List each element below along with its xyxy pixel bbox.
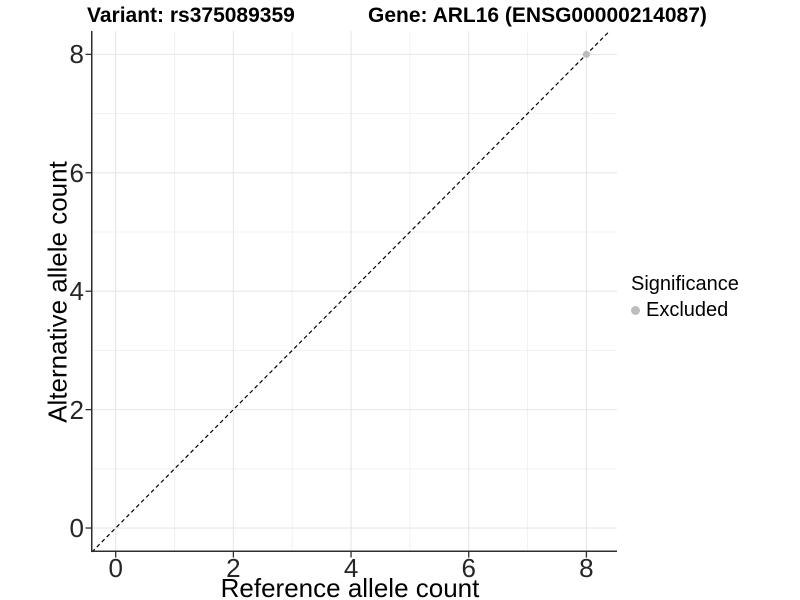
y-tick-label: 6 bbox=[69, 157, 84, 188]
y-tick-label: 8 bbox=[69, 39, 84, 70]
y-tick-label: 2 bbox=[69, 394, 84, 425]
legend-item-excluded: Excluded bbox=[631, 299, 739, 321]
identity-line bbox=[91, 30, 611, 553]
legend-point-icon bbox=[631, 305, 640, 315]
x-tick-label: 4 bbox=[343, 553, 359, 583]
y-tick-label: 4 bbox=[69, 276, 84, 307]
legend-item-label: Excluded bbox=[646, 299, 729, 321]
x-tick-label: 2 bbox=[226, 553, 241, 583]
x-axis-title: Reference allele count bbox=[220, 573, 480, 600]
legend-title: Significance bbox=[631, 273, 739, 295]
plot-title-variant: Variant: rs375089359 bbox=[87, 4, 295, 27]
x-tick-label: 8 bbox=[579, 553, 594, 583]
y-tick-label: 0 bbox=[69, 513, 84, 544]
plot-panel bbox=[85, 30, 617, 558]
x-tick-label: 6 bbox=[461, 553, 476, 583]
plot-title-gene: Gene: ARL16 (ENSG00000214087) bbox=[368, 4, 707, 27]
x-tick-label: 0 bbox=[108, 553, 123, 583]
legend: Significance Excluded bbox=[631, 272, 739, 321]
data-point bbox=[582, 50, 591, 58]
plot-canvas bbox=[85, 30, 617, 558]
